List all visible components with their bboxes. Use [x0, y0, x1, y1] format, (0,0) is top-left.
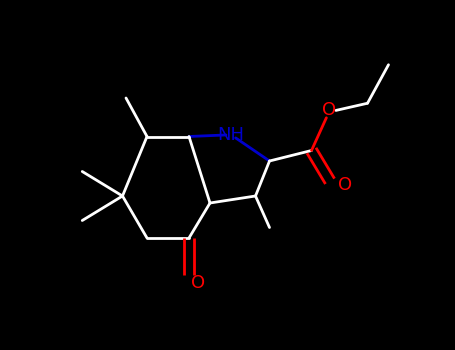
Text: O: O: [191, 274, 205, 293]
Text: O: O: [322, 101, 336, 119]
Text: O: O: [338, 176, 352, 195]
Text: NH: NH: [217, 126, 244, 144]
